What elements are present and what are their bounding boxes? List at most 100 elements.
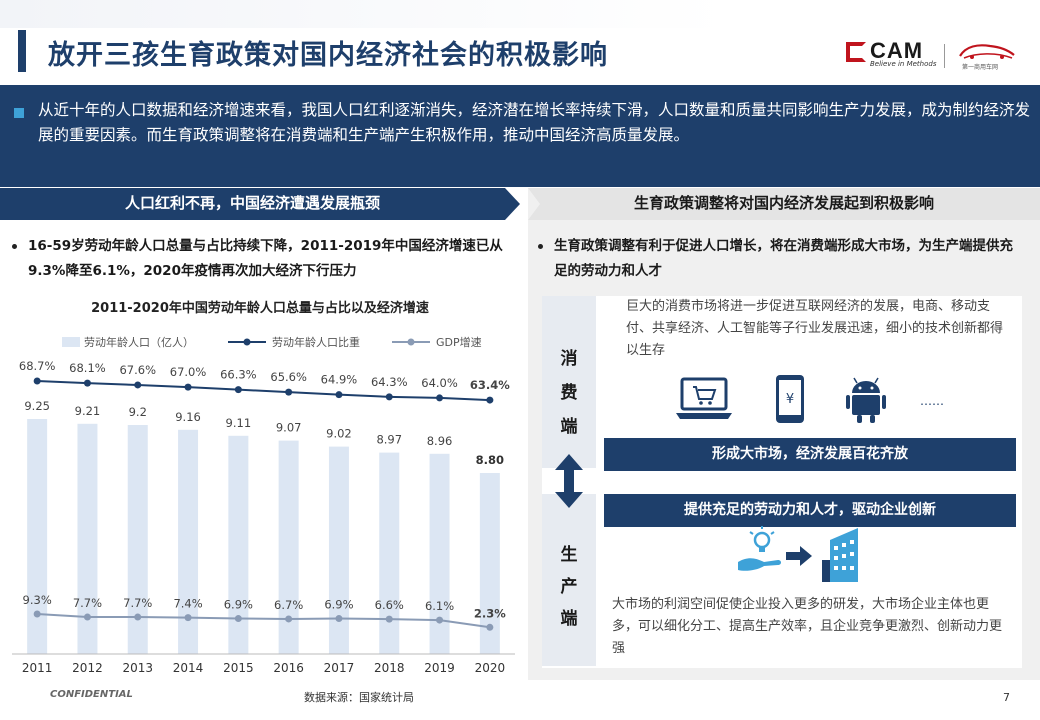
- share-data-label: 63.4%: [470, 378, 510, 392]
- bar: [178, 429, 199, 654]
- bar-data-label: 9.16: [175, 410, 201, 424]
- right-section-header-text: 生育政策调整将对国内经济发展起到积极影响: [633, 194, 934, 212]
- confidential-label: CONFIDENTIAL: [50, 689, 133, 700]
- produce-char: 产: [560, 577, 578, 597]
- gdp-point: [33, 610, 41, 618]
- consume-description: 巨大的消费市场将进一步促进互联网经济的发展，电商、移动支付、共享经济、人工智能等…: [626, 299, 1004, 358]
- bar-data-label: 9.2: [129, 405, 147, 419]
- share-data-label: 68.7%: [19, 359, 56, 373]
- car-logo: 第一商用车网: [956, 40, 1018, 71]
- bar: [127, 425, 148, 654]
- chart-legend: 劳动年龄人口（亿人） 劳动年龄人口比重 GDP增速: [62, 335, 482, 349]
- gdp-point: [335, 615, 343, 623]
- share-data-label: 67.0%: [170, 365, 207, 379]
- share-line: [37, 380, 490, 402]
- x-tick-label: 2016: [273, 661, 304, 675]
- up-down-arrow-icon: [555, 454, 583, 508]
- x-tick-label: 2018: [374, 661, 405, 675]
- svg-text:¥: ¥: [786, 392, 794, 407]
- left-bullet-text: 16-59岁劳动年龄人口总量与占比持续下降，2011-2019年中国经济增速已从…: [28, 238, 503, 279]
- market-box: 形成大市场，经济发展百花齐放: [604, 438, 1016, 471]
- gdp-data-label: 9.3%: [23, 593, 52, 607]
- gdp-data-label: 7.7%: [123, 596, 152, 610]
- produce-side-column: [542, 494, 596, 666]
- gdp-point: [83, 613, 91, 621]
- share-point: [436, 394, 444, 402]
- hand-bulb-icon: [738, 526, 781, 571]
- page-number: 7: [1003, 691, 1010, 704]
- share-point: [486, 396, 494, 404]
- policy-impact-diagram: [542, 296, 1022, 668]
- gdp-line: [37, 613, 490, 629]
- bar: [379, 452, 400, 654]
- x-tick-label: 2020: [475, 661, 506, 675]
- consume-icons-row: ¥ ……: [676, 375, 944, 423]
- bars-layer: 9.25 9.21 9.2 9.16 9.11 9.07 9.02 8.97 8.96 8.80: [24, 399, 504, 654]
- share-point: [385, 393, 393, 401]
- android-icon: [846, 377, 886, 423]
- title-accent-bar: [18, 30, 26, 72]
- bar: [429, 453, 450, 654]
- gdp-data-label: 6.9%: [324, 598, 353, 612]
- gdp-data-label: 6.6%: [375, 598, 404, 612]
- ellipsis-icon: ……: [920, 394, 944, 408]
- gdp-point: [134, 613, 142, 621]
- share-data-label: 67.6%: [119, 363, 156, 377]
- right-bullet-icon: [538, 244, 543, 249]
- summary-text: 从近十年的人口数据和经济增速来看，我国人口红利逐渐消失，经济潜在增长率持续下滑，…: [38, 101, 1031, 144]
- legend-gdp-label: GDP增速: [436, 335, 482, 349]
- produce-char: 端: [560, 609, 578, 629]
- gdp-data-label: 6.1%: [425, 599, 454, 613]
- left-bullet-icon: [12, 244, 17, 249]
- bar-data-label: 8.97: [376, 433, 402, 447]
- gdp-data-label: 2.3%: [474, 606, 506, 620]
- share-point: [83, 379, 91, 387]
- right-arrow-icon: [786, 546, 812, 566]
- share-data-label: 64.3%: [371, 375, 408, 389]
- bar: [228, 435, 249, 654]
- bar: [479, 473, 500, 654]
- labor-gdp-chart: 劳动年龄人口（亿人） 劳动年龄人口比重 GDP增速 9.25 9.21 9.2 9.1…: [12, 335, 515, 675]
- x-tick-label: 2011: [22, 661, 53, 675]
- bar-data-label: 9.11: [226, 416, 252, 430]
- share-point: [33, 377, 41, 385]
- logo-divider: [944, 44, 945, 68]
- gdp-point: [436, 616, 444, 624]
- gdp-line-layer: 9.3% 7.7% 7.7% 7.4% 6.9% 6.7% 6.9% 6.6% 6.1% 2.3%: [23, 593, 506, 631]
- bar-data-label: 8.80: [476, 453, 504, 467]
- gdp-point: [285, 615, 293, 623]
- legend-share-label: 劳动年龄人口比重: [272, 335, 360, 349]
- share-data-label: 68.1%: [69, 361, 106, 375]
- talent-box: 提供充足的劳动力和人才，驱动企业创新: [604, 494, 1016, 527]
- cam-logo-text: CAM: [870, 38, 924, 63]
- car-logo-text: 第一商用车网: [962, 64, 999, 71]
- x-tick-label: 2013: [122, 661, 153, 675]
- legend-share-marker: [243, 338, 251, 346]
- gdp-data-label: 7.7%: [73, 596, 102, 610]
- bar: [328, 446, 349, 654]
- share-data-label: 64.9%: [321, 373, 358, 387]
- share-line-layer: 68.7% 68.1% 67.6% 67.0% 66.3% 65.6% 64.9% 64.3%…: [19, 359, 510, 404]
- left-section-header-text: 人口红利不再，中国经济遭遇发展瓶颈: [124, 194, 380, 212]
- gdp-point: [184, 614, 192, 622]
- building-icon: [822, 528, 858, 582]
- bar: [27, 419, 48, 654]
- share-point: [184, 383, 192, 391]
- bar-data-label: 8.96: [427, 434, 453, 448]
- gdp-data-label: 6.9%: [224, 598, 253, 612]
- consume-char: 费: [560, 383, 578, 403]
- consume-side-column: [542, 296, 596, 468]
- summary-bullet-icon: [14, 108, 24, 118]
- phone-yuan-icon: ¥: [776, 375, 804, 423]
- data-source: 数据来源：国家统计局: [304, 691, 414, 704]
- legend-bar-label: 劳动年龄人口（亿人）: [84, 335, 194, 349]
- share-data-label: 64.0%: [421, 376, 458, 390]
- bar: [278, 440, 299, 654]
- produce-icons-row: [738, 526, 858, 582]
- bar-data-label: 9.25: [24, 399, 50, 413]
- bar-data-label: 9.07: [276, 421, 302, 435]
- chart-title: 2011-2020年中国劳动年龄人口总量与占比以及经济增速: [91, 301, 429, 316]
- legend-gdp-marker: [407, 338, 415, 346]
- share-point: [134, 381, 142, 389]
- x-tick-label: 2015: [223, 661, 254, 675]
